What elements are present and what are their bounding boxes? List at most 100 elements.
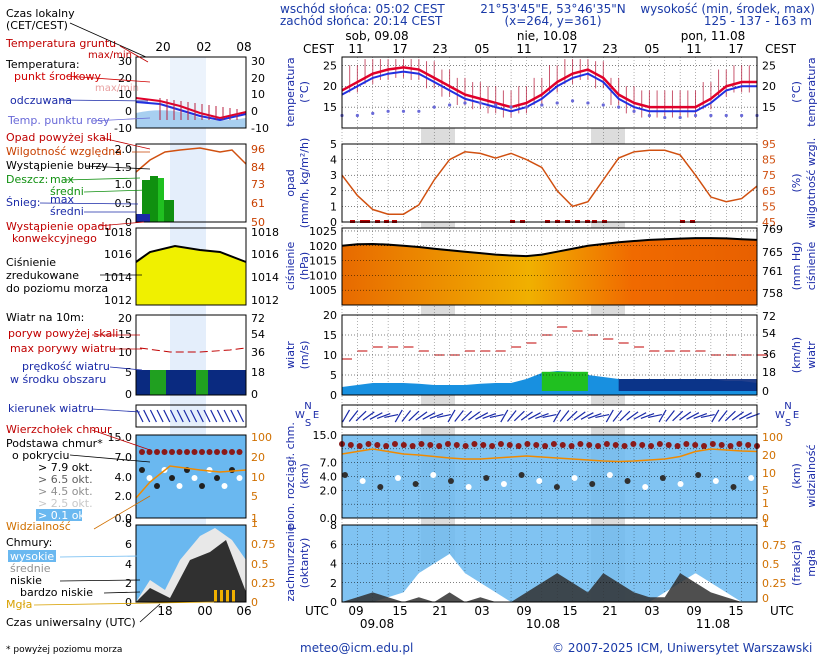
mini-cloud-base-low bbox=[146, 475, 153, 481]
sunset: zachód słońca: 20:14 CEST bbox=[280, 14, 443, 28]
mini-tick-left-3-1: 15 bbox=[118, 328, 132, 341]
mini-dir-frame bbox=[135, 404, 247, 428]
humidity-tick-55: 55 bbox=[762, 200, 776, 213]
press-tick-1020: 1020 bbox=[309, 240, 337, 253]
mini-tick-right-5-0: 1 bbox=[251, 517, 258, 530]
legend-wind-dir: kierunek wiatru bbox=[8, 402, 94, 415]
wind-kmh-0: 0 bbox=[762, 385, 769, 398]
mini-cloud-base-high bbox=[184, 449, 190, 455]
precip-tick-2: 2 bbox=[330, 185, 337, 198]
wind-arrow bbox=[513, 410, 525, 422]
wind-arrow bbox=[437, 413, 451, 419]
side-cloud-left-unit: (oktanty) bbox=[298, 538, 311, 589]
mini-snow-bar bbox=[136, 214, 150, 222]
legend-leader-7 bbox=[85, 165, 151, 170]
mini-tick-left-5-3: 2 bbox=[125, 577, 132, 590]
cloud-tick-0: 0 bbox=[330, 596, 337, 609]
mini-ceil-frame bbox=[135, 434, 247, 519]
wind-tick-10: 10 bbox=[323, 349, 337, 362]
legend-leader-23 bbox=[103, 591, 141, 594]
legend-gusts-above: poryw powyżej skali bbox=[8, 327, 118, 340]
mini-tick-right-0-1: 20 bbox=[251, 72, 265, 85]
mini-tick-left-5-2: 4 bbox=[125, 558, 132, 571]
mini-rain-bar-0 bbox=[142, 180, 150, 222]
cloud-base-dot-low bbox=[359, 478, 366, 484]
press-frame bbox=[341, 227, 758, 306]
cloud-base-dot-high bbox=[612, 442, 619, 448]
wind-frame bbox=[341, 314, 758, 396]
visibility-line bbox=[341, 448, 758, 463]
fog-tick-0: 0 bbox=[762, 592, 769, 605]
wind-arrow bbox=[415, 411, 428, 421]
mini-tick-left-3-0: 20 bbox=[118, 312, 132, 325]
mini-temp-line bbox=[135, 97, 247, 120]
press-tick-1015: 1015 bbox=[309, 255, 337, 268]
mini-local-tick-2: 08 bbox=[236, 40, 251, 54]
mini-local-tick-0: 20 bbox=[155, 40, 170, 54]
mini-tick-right-1-4: 50 bbox=[251, 216, 265, 229]
dewpoint-point bbox=[494, 103, 498, 107]
side-temp-right-unit: (°C) bbox=[790, 81, 803, 103]
mini-tick-left-3-2: 10 bbox=[118, 346, 132, 359]
mini-wind-arrow bbox=[149, 409, 157, 423]
legend-leader-2 bbox=[65, 75, 151, 83]
hour-utc-4: 09 bbox=[516, 604, 531, 618]
cloud-base-dot-low bbox=[712, 478, 719, 484]
mini-tick-right-1-2: 73 bbox=[251, 178, 265, 191]
wind-arrow bbox=[633, 412, 647, 420]
cloud-base-dot-high bbox=[692, 442, 699, 448]
elevation-values: 125 - 137 - 163 m bbox=[704, 14, 812, 28]
legend-leader-25 bbox=[139, 603, 161, 623]
mini-cloud-base-low bbox=[214, 475, 220, 481]
legend-visibility: Widzialność bbox=[6, 520, 71, 533]
mini-tick-right-5-2: 0.5 bbox=[251, 558, 269, 571]
cloud-base-dot-high bbox=[533, 442, 540, 448]
cloud-base-dot-high bbox=[674, 443, 681, 449]
legend-leader-9 bbox=[83, 189, 149, 193]
wind-arrow bbox=[489, 413, 504, 419]
dewpoint-point bbox=[417, 109, 421, 113]
wind-arrow bbox=[573, 411, 586, 421]
cloud-base-dot-low bbox=[377, 484, 384, 490]
mini-perceived-line bbox=[135, 101, 247, 122]
wind-arrow bbox=[700, 413, 715, 419]
cloud-base-dot-high bbox=[630, 441, 637, 447]
cloud-base-dot-high bbox=[524, 441, 531, 447]
elevation-title: wysokość (min, środek, max) bbox=[640, 2, 815, 16]
mini-tick-right-2-0: 1018 bbox=[251, 226, 279, 239]
cloud-base-dot-high bbox=[453, 442, 460, 448]
mini-tick-left-3-3: 5 bbox=[125, 366, 132, 379]
press-tick-1010: 1010 bbox=[309, 269, 337, 282]
dewpoint-point bbox=[678, 115, 682, 120]
side-temp-left: temperatura bbox=[284, 57, 297, 126]
legend-leader-19 bbox=[69, 454, 151, 463]
wind-compass-letter-4: W bbox=[775, 410, 785, 421]
mini-wind-arrow bbox=[190, 409, 198, 423]
legend-leader-16 bbox=[109, 366, 143, 371]
footer-copyright: © 2007-2025 ICM, Uniwersytet Warszawski bbox=[552, 641, 812, 655]
mini-cloud-base-low bbox=[176, 483, 183, 489]
side-wind-left: wiatr bbox=[284, 341, 297, 369]
legend-leader-4 bbox=[91, 117, 151, 122]
mini-wind-arrow bbox=[223, 409, 231, 423]
mini-tick-left-4-4: 0.0 bbox=[115, 512, 133, 525]
wind-arrow bbox=[369, 412, 383, 420]
cloud-base-dot-high bbox=[365, 441, 372, 447]
cloud-base-dot-high bbox=[444, 441, 451, 447]
mini-tick-right-4-1: 20 bbox=[251, 451, 265, 464]
footer-email[interactable]: meteo@icm.edu.pl bbox=[300, 641, 413, 655]
mini-cloud-base-high bbox=[229, 449, 235, 455]
vis-tick-1: 1 bbox=[762, 497, 769, 510]
mini-ceil-bg bbox=[136, 435, 246, 518]
mini-tick-left-4-3: 2.0 bbox=[115, 490, 133, 503]
dewpoint-point bbox=[371, 111, 375, 115]
hour-utc-3: 03 bbox=[474, 604, 489, 618]
hour-local-9: 17 bbox=[728, 42, 743, 56]
cloud-base-dot-low bbox=[342, 472, 348, 478]
mini-tick-left-5-1: 6 bbox=[125, 538, 132, 551]
legend-okt01-bg bbox=[36, 509, 82, 521]
cloud-base-dot-high bbox=[665, 442, 672, 448]
legend-leader-12 bbox=[97, 221, 145, 227]
mini-cloud-base-low bbox=[229, 467, 235, 473]
